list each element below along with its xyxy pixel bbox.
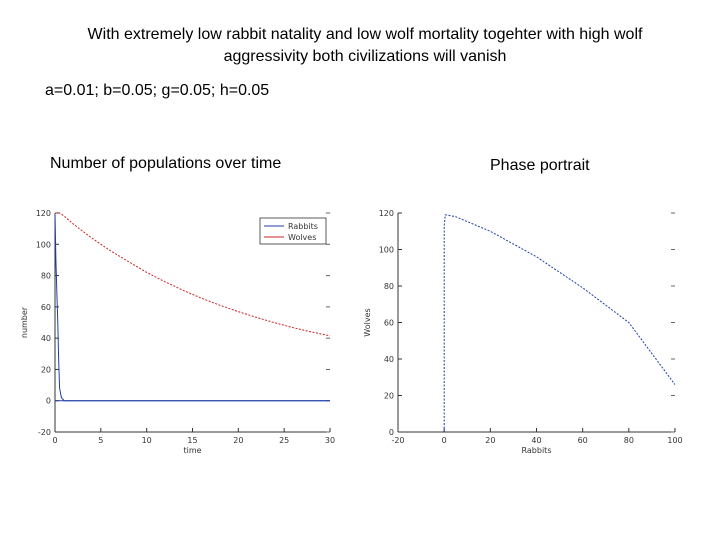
- x-tick-label: -20: [391, 436, 404, 445]
- x-tick-label: 10: [142, 436, 152, 445]
- legend-entry: Rabbits: [288, 222, 318, 231]
- x-tick-label: 0: [52, 436, 57, 445]
- y-tick-label: 100: [36, 240, 51, 249]
- caption-phase-portrait: Phase portrait: [490, 157, 590, 174]
- x-tick-label: 80: [624, 436, 634, 445]
- legend-box: [259, 217, 327, 245]
- y-axis-label: Wolves: [363, 308, 372, 336]
- legend: Rabbits Wolves: [259, 217, 327, 245]
- x-tick-label: 15: [187, 436, 197, 445]
- series-line-trajectory: [443, 214, 676, 432]
- y-tick-label: 80: [384, 282, 394, 291]
- legend-entry: Wolves: [288, 233, 316, 242]
- x-tick-label: 25: [279, 436, 289, 445]
- x-tick-label: 5: [98, 436, 103, 445]
- x-tick-label: 20: [485, 436, 495, 445]
- title-line-1: With extremely low rabbit natality and l…: [87, 26, 643, 43]
- x-tick-label: 30: [325, 436, 335, 445]
- x-axis-label: time: [183, 446, 201, 455]
- y-tick-label: 0: [46, 397, 51, 406]
- y-tick-label: -20: [38, 428, 51, 437]
- x-axis-label: Rabbits: [522, 446, 552, 455]
- y-tick-label: 40: [384, 355, 394, 364]
- y-tick-label: 80: [41, 272, 51, 281]
- title-line-2: aggressivity both civilizations will van…: [223, 48, 507, 65]
- page-title: With extremely low rabbit natality and l…: [40, 24, 690, 68]
- x-tick-label: 40: [531, 436, 541, 445]
- y-tick-label: 0: [389, 428, 394, 437]
- y-axis-label: number: [20, 306, 29, 338]
- x-tick-label: 100: [667, 436, 682, 445]
- y-tick-label: 120: [36, 209, 51, 218]
- y-tick-label: 100: [379, 246, 394, 255]
- y-tick-label: 20: [384, 392, 394, 401]
- x-tick-label: 60: [578, 436, 588, 445]
- parameter-text: a=0.01; b=0.05; g=0.05; h=0.05: [45, 82, 270, 99]
- x-tick-label: 0: [442, 436, 447, 445]
- y-tick-label: 60: [384, 319, 394, 328]
- series-line-rabbits: [54, 212, 330, 402]
- y-tick-label: 60: [41, 303, 51, 312]
- series-line-wolves: [55, 212, 331, 337]
- y-tick-label: 120: [379, 209, 394, 218]
- y-tick-label: 40: [41, 334, 51, 343]
- caption-populations: Number of populations over time: [50, 155, 282, 172]
- y-tick-label: 20: [41, 365, 51, 374]
- x-tick-label: 20: [233, 436, 243, 445]
